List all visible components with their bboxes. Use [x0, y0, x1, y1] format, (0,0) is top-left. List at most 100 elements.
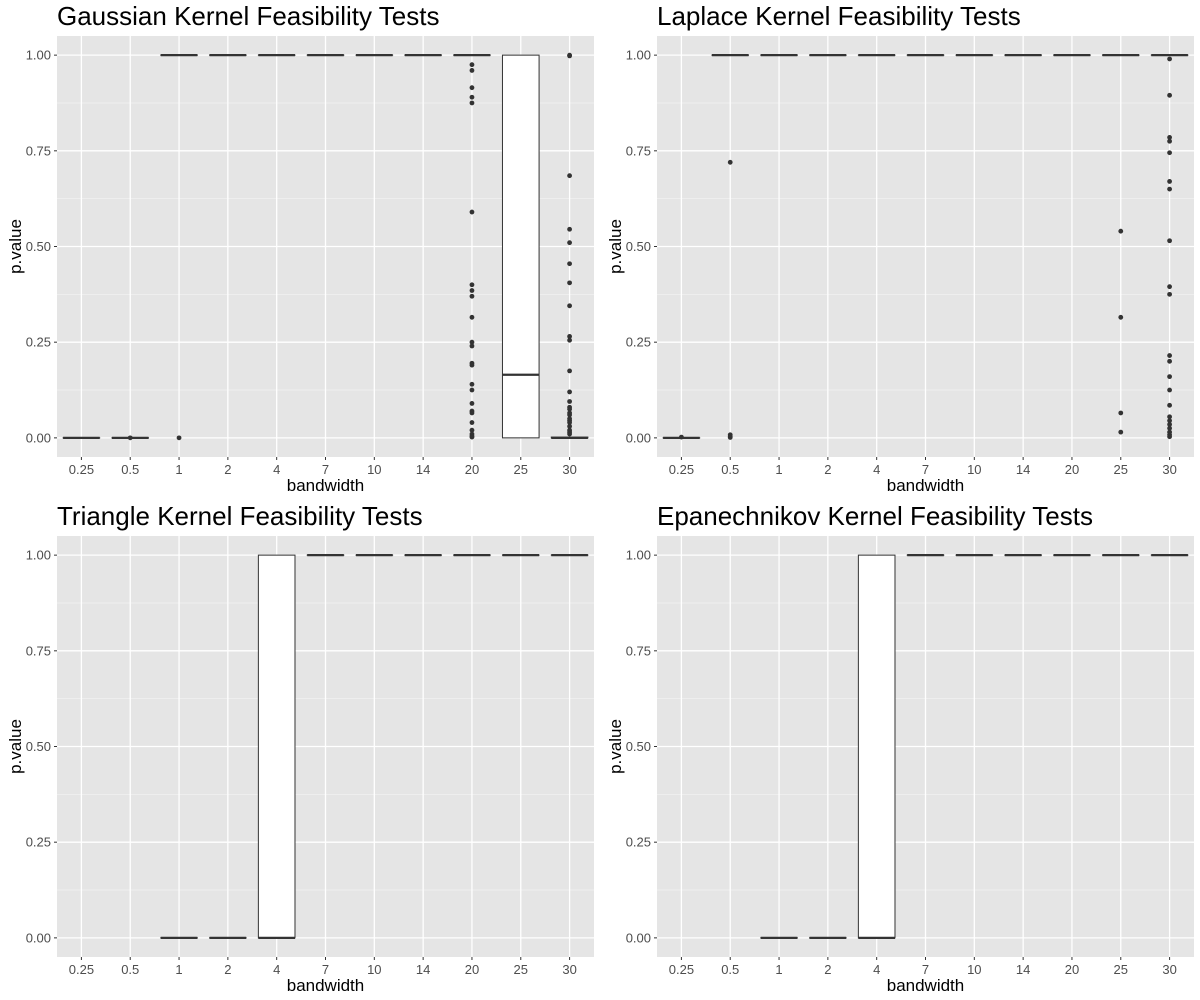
x-tick-label: 30	[1162, 962, 1176, 977]
outlier-point	[567, 240, 572, 246]
x-tick-label: 0.25	[669, 962, 694, 977]
outlier-point	[567, 368, 572, 374]
outlier-point	[127, 435, 133, 441]
y-tick-label: 0.00	[26, 930, 51, 945]
outlier-point	[469, 434, 475, 440]
gaussian-boxplot: 0.00 0.25 0.50 0.75 1.00 0.25 0.5 1 2 4 7 10 14 20 25 3…	[6, 1, 594, 495]
outlier-point	[1167, 358, 1172, 364]
outlier-point	[727, 159, 733, 165]
outlier-point	[469, 209, 475, 215]
outlier-point	[567, 412, 572, 418]
x-tick-label: 0.25	[69, 962, 94, 977]
x-tick-label: 7	[322, 462, 329, 477]
epanechnikov-boxplot: 0.00 0.25 0.50 0.75 1.00 0.25 0.5 1 2 4 7 10 14 20 25 3…	[606, 501, 1194, 995]
y-axis-title: p.value	[606, 719, 625, 774]
outlier-point	[727, 435, 733, 440]
x-tick-label: 30	[562, 462, 576, 477]
x-tick-label: 20	[465, 462, 479, 477]
gaussian-panel: 0.00 0.25 0.50 0.75 1.00 0.25 0.5 1 2 4 7 10 14 20 25 3…	[0, 0, 600, 500]
box-25	[501, 54, 540, 439]
y-tick-label: 0.75	[26, 643, 51, 658]
y-tick-label: 0.75	[626, 643, 651, 658]
outlier-point	[679, 434, 684, 440]
outlier-point	[469, 288, 475, 293]
outlier-point	[1167, 186, 1172, 192]
y-axis-title: p.value	[6, 219, 25, 274]
epanechnikov-panel: 0.00 0.25 0.50 0.75 1.00 0.25 0.5 1 2 4 7 10 14 20 25 3…	[600, 500, 1200, 1000]
x-tick-label: 0.25	[669, 462, 694, 477]
outlier-point	[567, 334, 572, 339]
outlier-point	[1167, 422, 1172, 427]
x-axis-title: bandwidth	[287, 976, 365, 995]
y-tick-label: 1.00	[626, 548, 651, 563]
y-tick-label: 0.25	[626, 835, 651, 850]
x-tick-label: 25	[514, 962, 528, 977]
outlier-point	[469, 381, 475, 387]
x-tick-label: 10	[367, 462, 381, 477]
x-tick-label: 14	[416, 962, 430, 977]
x-tick-label: 14	[416, 462, 430, 477]
outlier-point	[1118, 314, 1124, 320]
y-tick-label: 1.00	[26, 548, 51, 563]
laplace-boxplot: 0.00 0.25 0.50 0.75 1.00 0.25 0.5 1 2 4 7 10 14 20 25 3…	[606, 1, 1194, 495]
y-tick-label: 0.25	[26, 835, 51, 850]
laplace-panel: 0.00 0.25 0.50 0.75 1.00 0.25 0.5 1 2 4 7 10 14 20 25 3…	[600, 0, 1200, 500]
x-tick-label: 1	[775, 462, 782, 477]
box-4	[257, 554, 296, 939]
outlier-point	[1167, 374, 1172, 380]
outlier-point	[1118, 429, 1124, 435]
x-tick-label: 2	[224, 462, 231, 477]
outlier-point	[567, 423, 572, 429]
y-tick-label: 0.50	[26, 239, 51, 254]
outlier-point	[1167, 434, 1172, 440]
y-tick-label: 0.50	[626, 239, 651, 254]
x-tick-label: 14	[1016, 462, 1030, 477]
outlier-point	[1167, 414, 1172, 420]
outlier-point	[1167, 353, 1172, 358]
outlier-point	[567, 226, 572, 232]
x-tick-label: 1	[175, 962, 182, 977]
outlier-point	[567, 399, 572, 404]
outlier-point	[469, 314, 475, 320]
outlier-point	[469, 343, 475, 349]
y-tick-label: 1.00	[26, 48, 51, 63]
y-tick-label: 0.00	[626, 430, 651, 445]
outlier-point	[1167, 138, 1172, 144]
x-tick-label: 4	[873, 962, 880, 977]
x-tick-label: 4	[273, 962, 280, 977]
x-tick-label: 0.5	[121, 962, 139, 977]
x-tick-label: 10	[967, 462, 981, 477]
outlier-point	[1167, 284, 1172, 290]
outlier-point	[567, 420, 572, 425]
outlier-point	[1167, 418, 1172, 424]
outlier-point	[1118, 410, 1124, 416]
outlier-point	[469, 85, 475, 91]
outlier-point	[1167, 135, 1172, 140]
x-tick-label: 2	[224, 962, 231, 977]
x-tick-label: 0.5	[721, 462, 739, 477]
x-tick-label: 0.25	[69, 462, 94, 477]
outlier-point	[469, 401, 475, 406]
triangle-chart-title: Triangle Kernel Feasibility Tests	[57, 501, 423, 531]
outlier-point	[1167, 179, 1172, 184]
x-tick-label: 30	[562, 962, 576, 977]
x-tick-label: 7	[322, 962, 329, 977]
x-axis-title: bandwidth	[887, 476, 965, 495]
x-tick-label: 25	[514, 462, 528, 477]
x-tick-label: 4	[273, 462, 280, 477]
outlier-point	[567, 303, 572, 309]
x-tick-label: 2	[824, 462, 831, 477]
x-tick-label: 4	[873, 462, 880, 477]
outlier-point	[567, 337, 572, 343]
x-tick-label: 25	[1114, 962, 1128, 977]
x-tick-label: 20	[1065, 462, 1079, 477]
outlier-point	[1167, 291, 1172, 297]
outlier-point	[469, 387, 475, 393]
y-tick-label: 0.00	[626, 930, 651, 945]
outlier-point	[567, 280, 572, 286]
outlier-point	[1167, 238, 1172, 244]
outlier-point	[1167, 92, 1172, 98]
outlier-point	[469, 362, 475, 368]
y-tick-label: 0.25	[26, 335, 51, 350]
gaussian-chart-title: Gaussian Kernel Feasibility Tests	[57, 1, 439, 31]
